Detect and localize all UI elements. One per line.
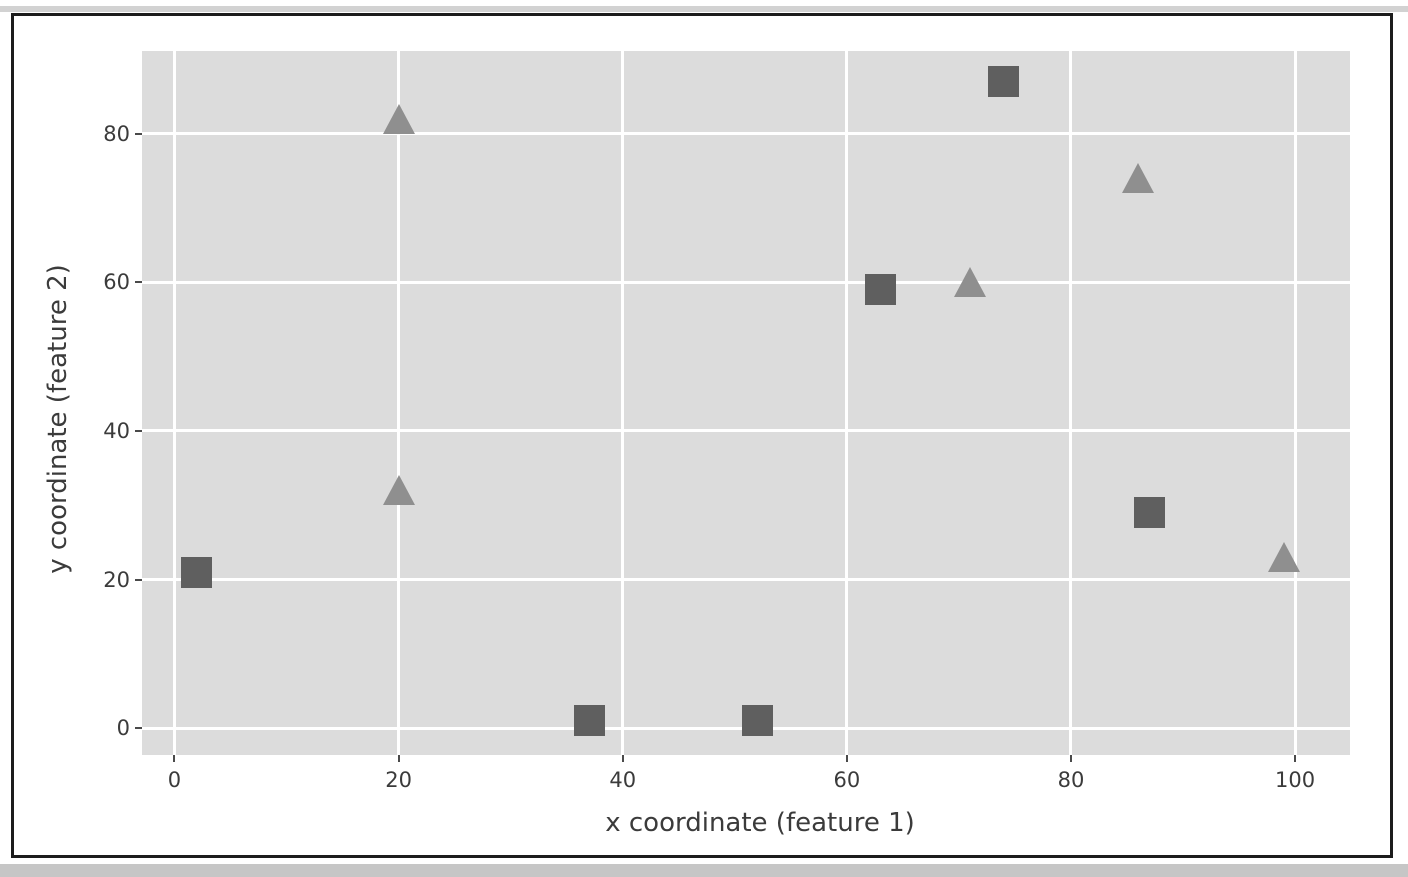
scan-edge-bottom <box>0 864 1408 877</box>
x-tick-label-80: 80 <box>1057 768 1085 792</box>
y-tick-label-0: 0 <box>116 716 130 741</box>
x-tick-mark-40 <box>621 755 624 762</box>
y-tick-label-20: 20 <box>103 567 130 592</box>
scatter-marker-triangle <box>1267 542 1300 573</box>
x-tick-label-60: 60 <box>833 768 861 792</box>
y-tick-mark-20 <box>135 578 142 581</box>
x-tick-label-40: 40 <box>609 768 637 792</box>
y-tick-mark-40 <box>135 429 142 432</box>
gridline-x-40 <box>621 51 625 755</box>
x-tick-label-20: 20 <box>385 768 412 792</box>
scatter-marker-triangle <box>954 267 987 298</box>
scatter-marker-square <box>864 274 896 306</box>
x-axis-label: x coordinate (feature 1) <box>605 808 915 838</box>
scatter-marker-triangle <box>382 475 415 506</box>
y-tick-label-60: 60 <box>103 270 130 295</box>
plot-area <box>142 51 1350 755</box>
x-tick-mark-20 <box>397 755 400 762</box>
x-tick-mark-0 <box>173 755 176 762</box>
gridline-x-20 <box>397 51 401 755</box>
y-tick-label-40: 40 <box>103 418 130 443</box>
gridline-y-80 <box>142 132 1350 136</box>
scan-edge-top <box>0 6 1408 12</box>
scatter-marker-square <box>741 705 773 737</box>
y-tick-mark-0 <box>135 727 142 730</box>
x-tick-label-0: 0 <box>167 768 182 792</box>
scatter-marker-square <box>181 556 213 588</box>
x-tick-mark-60 <box>845 755 848 762</box>
x-tick-label-100: 100 <box>1275 768 1316 792</box>
y-tick-label-80: 80 <box>103 121 130 146</box>
gridline-y-20 <box>142 578 1350 582</box>
scatter-marker-square <box>988 65 1020 97</box>
y-tick-mark-80 <box>135 132 142 135</box>
y-tick-mark-60 <box>135 281 142 284</box>
scatter-marker-square <box>573 705 605 737</box>
gridline-y-40 <box>142 429 1350 433</box>
scatter-marker-square <box>1133 497 1165 529</box>
scatter-marker-triangle <box>382 103 415 134</box>
gridline-x-80 <box>1069 51 1073 755</box>
gridline-y-60 <box>142 280 1350 284</box>
gridline-x-0 <box>172 51 176 755</box>
gridline-x-100 <box>1293 51 1297 755</box>
gridline-x-60 <box>845 51 849 755</box>
x-tick-mark-80 <box>1069 755 1072 762</box>
y-axis-label: y coordinate (feature 2) <box>43 264 73 574</box>
scatter-marker-triangle <box>1122 163 1155 194</box>
x-tick-mark-100 <box>1294 755 1297 762</box>
